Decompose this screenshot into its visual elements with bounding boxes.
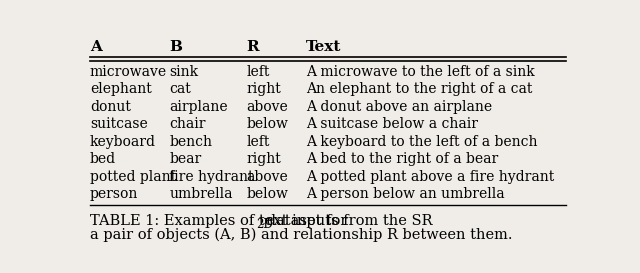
Text: A keyboard to the left of a bench: A keyboard to the left of a bench [306, 135, 537, 149]
Text: above: above [246, 100, 288, 114]
Text: suitcase: suitcase [90, 117, 148, 131]
Text: A: A [90, 40, 102, 55]
Text: Text: Text [306, 40, 341, 55]
Text: B: B [169, 40, 182, 55]
Text: chair: chair [169, 117, 206, 131]
Text: A microwave to the left of a sink: A microwave to the left of a sink [306, 65, 534, 79]
Text: below: below [246, 117, 288, 131]
Text: A suitcase below a chair: A suitcase below a chair [306, 117, 477, 131]
Text: left: left [246, 135, 269, 149]
Text: fire hydrant: fire hydrant [169, 170, 254, 184]
Text: TABLE 1: Examples of text inputs from the SR: TABLE 1: Examples of text inputs from th… [90, 214, 433, 228]
Text: A person below an umbrella: A person below an umbrella [306, 187, 504, 201]
Text: bear: bear [169, 152, 202, 166]
Text: right: right [246, 82, 281, 96]
Text: sink: sink [169, 65, 198, 79]
Text: donut: donut [90, 100, 131, 114]
Text: A potted plant above a fire hydrant: A potted plant above a fire hydrant [306, 170, 554, 184]
Text: right: right [246, 152, 281, 166]
Text: dataset for: dataset for [262, 214, 347, 228]
Text: 2D: 2D [256, 218, 273, 231]
Text: elephant: elephant [90, 82, 152, 96]
Text: umbrella: umbrella [169, 187, 233, 201]
Text: An elephant to the right of a cat: An elephant to the right of a cat [306, 82, 532, 96]
Text: bed: bed [90, 152, 116, 166]
Text: cat: cat [169, 82, 191, 96]
Text: R: R [246, 40, 259, 55]
Text: A bed to the right of a bear: A bed to the right of a bear [306, 152, 498, 166]
Text: bench: bench [169, 135, 212, 149]
Text: keyboard: keyboard [90, 135, 156, 149]
Text: a pair of objects (A, B) and relationship R between them.: a pair of objects (A, B) and relationshi… [90, 228, 513, 242]
Text: potted plant: potted plant [90, 170, 176, 184]
Text: person: person [90, 187, 138, 201]
Text: A donut above an airplane: A donut above an airplane [306, 100, 492, 114]
Text: below: below [246, 187, 288, 201]
Text: left: left [246, 65, 269, 79]
Text: airplane: airplane [169, 100, 228, 114]
Text: microwave: microwave [90, 65, 167, 79]
Text: above: above [246, 170, 288, 184]
